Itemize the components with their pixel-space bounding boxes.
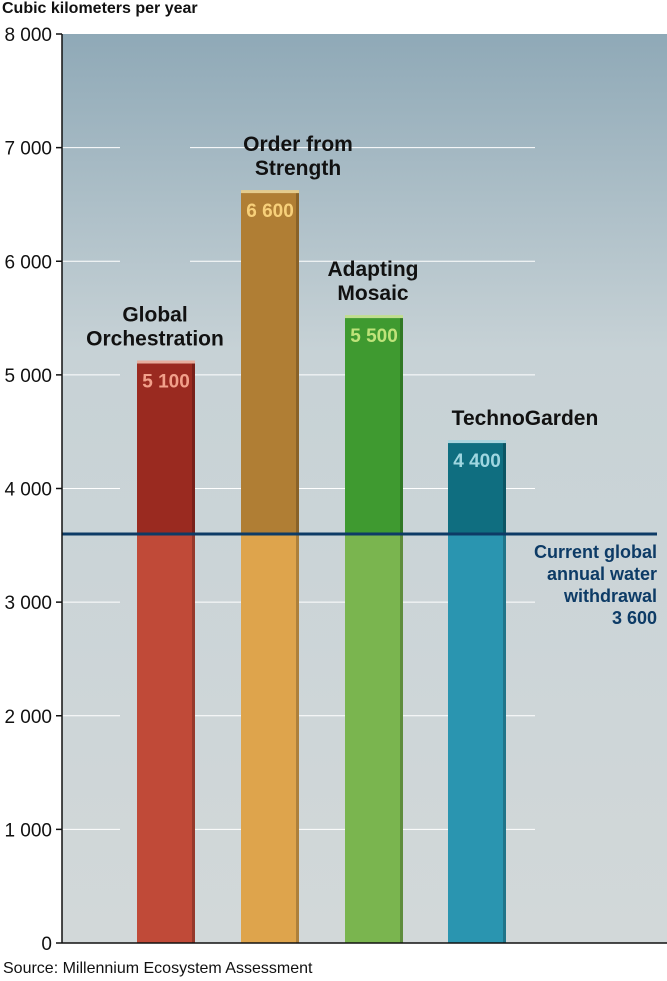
category-label: Adapting <box>328 258 419 281</box>
bar-upper <box>137 363 195 534</box>
y-tick-label: 2 000 <box>4 707 52 728</box>
y-tick-label: 6 000 <box>4 252 52 273</box>
y-tick-label: 1 000 <box>4 820 52 841</box>
category-label: Orchestration <box>86 328 224 351</box>
category-label: TechnoGarden <box>452 407 599 430</box>
bar-edge <box>192 363 195 943</box>
y-tick-label: 4 000 <box>4 480 52 501</box>
bar-upper <box>345 318 403 534</box>
bar-edge <box>400 318 403 943</box>
data-label: 4 400 <box>453 451 501 472</box>
y-tick-label: 0 <box>41 934 52 955</box>
reference-line-label: Current global <box>534 542 657 562</box>
bar-cap <box>345 315 403 319</box>
source-note: Source: Millennium Ecosystem Assessment <box>3 960 313 977</box>
data-label: 5 100 <box>142 372 190 393</box>
data-label: 5 500 <box>350 326 398 347</box>
reference-line-label: 3 600 <box>612 608 657 628</box>
bar-lower <box>137 533 195 943</box>
y-tick-label: 5 000 <box>4 366 52 387</box>
bar-cap <box>137 360 195 364</box>
data-label: 6 600 <box>246 201 294 222</box>
bar-upper <box>241 193 299 534</box>
y-axis-label: Cubic kilometers per year <box>2 0 198 17</box>
category-label: Global <box>122 304 187 327</box>
y-tick-label: 3 000 <box>4 593 52 614</box>
category-label: Order from <box>243 133 353 156</box>
bar-edge <box>296 193 299 943</box>
y-tick-label: 7 000 <box>4 139 52 160</box>
reference-line-label: withdrawal <box>563 586 657 606</box>
bar-lower <box>241 533 299 943</box>
bar-lower <box>448 533 506 943</box>
bar-cap <box>448 440 506 444</box>
category-label: Strength <box>255 157 341 180</box>
bar-upper <box>448 443 506 534</box>
bar-cap <box>241 190 299 194</box>
bar-edge <box>503 443 506 943</box>
bar-lower <box>345 533 403 943</box>
reference-line-label: annual water <box>547 564 657 584</box>
y-tick-label: 8 000 <box>4 25 52 46</box>
category-label: Mosaic <box>337 282 409 305</box>
